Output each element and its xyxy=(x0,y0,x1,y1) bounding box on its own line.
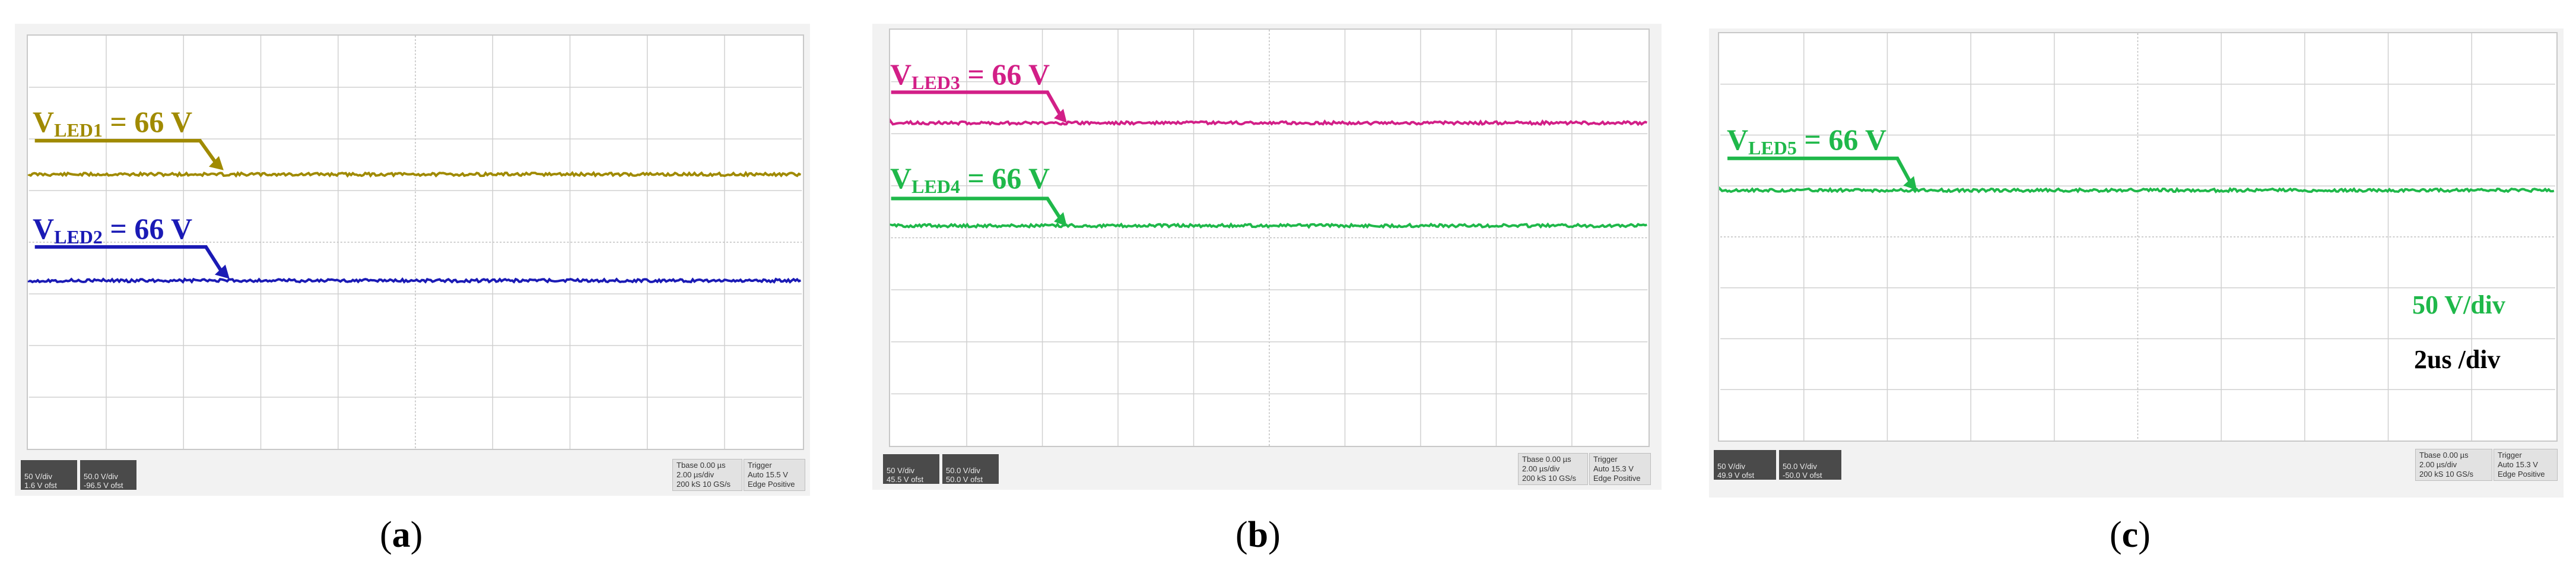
channel-a-offset: 1.6 V ofst xyxy=(24,481,57,490)
trace-vled4-arrow-head xyxy=(1054,212,1067,227)
scope-plot-b xyxy=(890,30,1648,446)
timebase-box: Tbase 0.00 µs 2.00 µs/div 200 kS 10 GS/s xyxy=(2415,449,2492,481)
channel-b-scale: 50.0 V/div xyxy=(1783,462,1817,471)
timebase-label: Tbase 0.00 µs xyxy=(2419,451,2469,460)
trace-vled1-arrow-head xyxy=(209,156,224,170)
vertical-scale-label: 50 V/div xyxy=(2412,290,2505,319)
time-scale-label: 2us /div xyxy=(2414,345,2501,374)
scope-grid xyxy=(1720,33,2555,441)
channel-b-scale: 50.0 V/div xyxy=(946,466,980,475)
channel-b-scale: 50.0 V/div xyxy=(84,472,118,481)
trigger-edge: Edge Positive xyxy=(1593,474,1641,483)
timebase-label: Tbase 0.00 µs xyxy=(676,461,726,470)
channel-a-scale: 50 V/div xyxy=(887,466,914,475)
trace-vled3-arrow-head xyxy=(1054,109,1067,123)
trace-label-vled3: VLED3 = 66 V xyxy=(890,58,1050,93)
scope-info-bar-a: 50 V/div 1.6 V ofst 50.0 V/div -96.5 V o… xyxy=(15,454,810,495)
trigger-box: Trigger Auto 15.5 V Edge Positive xyxy=(744,459,805,491)
scope-grid xyxy=(28,36,802,449)
trigger-mode: Auto 15.3 V xyxy=(1593,464,1634,473)
timebase-value: 2.00 µs/div xyxy=(1522,464,1560,473)
scope-plot-a xyxy=(27,36,802,449)
channel-a-box: 50 V/div 1.6 V ofst xyxy=(21,460,77,490)
timebase-value: 2.00 µs/div xyxy=(2419,460,2457,469)
channel-b-box: 50.0 V/div -96.5 V ofst xyxy=(80,460,136,490)
channel-b-box: 50.0 V/div 50.0 V ofst xyxy=(942,454,999,484)
scope-info-bar-c: 50 V/div 49.9 V ofst 50.0 V/div -50.0 V … xyxy=(1709,444,2564,484)
sample-rate: 200 kS 10 GS/s xyxy=(1522,474,1577,483)
trace-label-vled1: VLED1 = 66 V xyxy=(33,105,193,141)
trace-vled2-arrow-head xyxy=(214,264,230,279)
trace-label-vled2: VLED2 = 66 V xyxy=(33,212,193,248)
channel-a-scale: 50 V/div xyxy=(24,472,52,481)
panel-label-b: (b) xyxy=(1235,515,1281,555)
sample-rate: 200 kS 10 GS/s xyxy=(676,480,731,489)
trace-vled5-arrow xyxy=(1727,156,1917,191)
channel-a-offset: 49.9 V ofst xyxy=(1717,471,1755,480)
timebase-label: Tbase 0.00 µs xyxy=(1522,455,1571,464)
scope-panel-b: 50 V/div 45.5 V ofst 50.0 V/div 50.0 V o… xyxy=(872,24,1662,490)
trigger-label: Trigger xyxy=(2498,451,2522,460)
scope-info-bar-b: 50 V/div 45.5 V ofst 50.0 V/div 50.0 V o… xyxy=(872,448,1662,489)
trigger-label: Trigger xyxy=(1593,455,1618,464)
scope-panel-c: 50 V/div 49.9 V ofst 50.0 V/div -50.0 V … xyxy=(1709,28,2564,498)
scope-screen-b xyxy=(889,28,1650,447)
channel-a-box: 50 V/div 45.5 V ofst xyxy=(883,454,939,484)
trace-vled2-arrow-shaft xyxy=(34,245,225,276)
trigger-edge: Edge Positive xyxy=(748,480,795,489)
channel-b-offset: -50.0 V ofst xyxy=(1783,471,1822,480)
trace-vled4 xyxy=(890,222,1647,229)
trace-vled1 xyxy=(27,170,802,178)
trace-vled3-arrow-shaft xyxy=(891,90,1064,119)
panel-label-a: (a) xyxy=(380,515,423,555)
trigger-box: Trigger Auto 15.3 V Edge Positive xyxy=(1589,453,1651,485)
scope-panel-a: 50 V/div 1.6 V ofst 50.0 V/div -96.5 V o… xyxy=(15,24,810,496)
trace-label-vled4: VLED4 = 66 V xyxy=(890,161,1050,197)
trace-label-vled5: VLED5 = 66 V xyxy=(1727,123,1887,159)
sample-rate: 200 kS 10 GS/s xyxy=(2419,470,2474,479)
scope-plot-c xyxy=(1719,33,2555,441)
trace-vled3 xyxy=(890,118,1648,126)
trace-vled4-arrow-shaft xyxy=(891,197,1064,223)
trace-vled3-arrow xyxy=(891,90,1067,123)
channel-b-offset: 50.0 V ofst xyxy=(946,475,983,484)
timebase-box: Tbase 0.00 µs 2.00 µs/div 200 kS 10 GS/s xyxy=(672,459,742,491)
trigger-mode: Auto 15.5 V xyxy=(748,470,788,479)
trace-vled1-arrow xyxy=(34,139,224,170)
trace-vled2-arrow xyxy=(34,245,230,279)
trace-vled5-arrow-shaft xyxy=(1727,156,1914,186)
trace-vled1-arrow-shaft xyxy=(34,139,220,167)
timebase-value: 2.00 µs/div xyxy=(676,470,714,479)
scope-screen-a xyxy=(27,34,804,450)
trace-vled5 xyxy=(1719,186,2555,194)
panel-label-c: (c) xyxy=(2110,515,2151,555)
channel-a-scale: 50 V/div xyxy=(1717,462,1745,471)
timebase-box: Tbase 0.00 µs 2.00 µs/div 200 kS 10 GS/s xyxy=(1518,453,1588,485)
trigger-mode: Auto 15.3 V xyxy=(2498,460,2538,469)
trigger-edge: Edge Positive xyxy=(2498,470,2545,479)
trigger-label: Trigger xyxy=(748,461,772,470)
scope-grid xyxy=(891,30,1648,446)
trace-vled4-arrow xyxy=(891,197,1067,227)
trigger-box: Trigger Auto 15.3 V Edge Positive xyxy=(2494,449,2558,481)
trace-vled2 xyxy=(27,277,802,284)
scope-screen-c xyxy=(1718,32,2558,442)
channel-a-box: 50 V/div 49.9 V ofst xyxy=(1714,450,1776,480)
channel-a-offset: 45.5 V ofst xyxy=(887,475,924,484)
channel-b-box: 50.0 V/div -50.0 V ofst xyxy=(1779,450,1841,480)
channel-b-offset: -96.5 V ofst xyxy=(84,481,123,490)
